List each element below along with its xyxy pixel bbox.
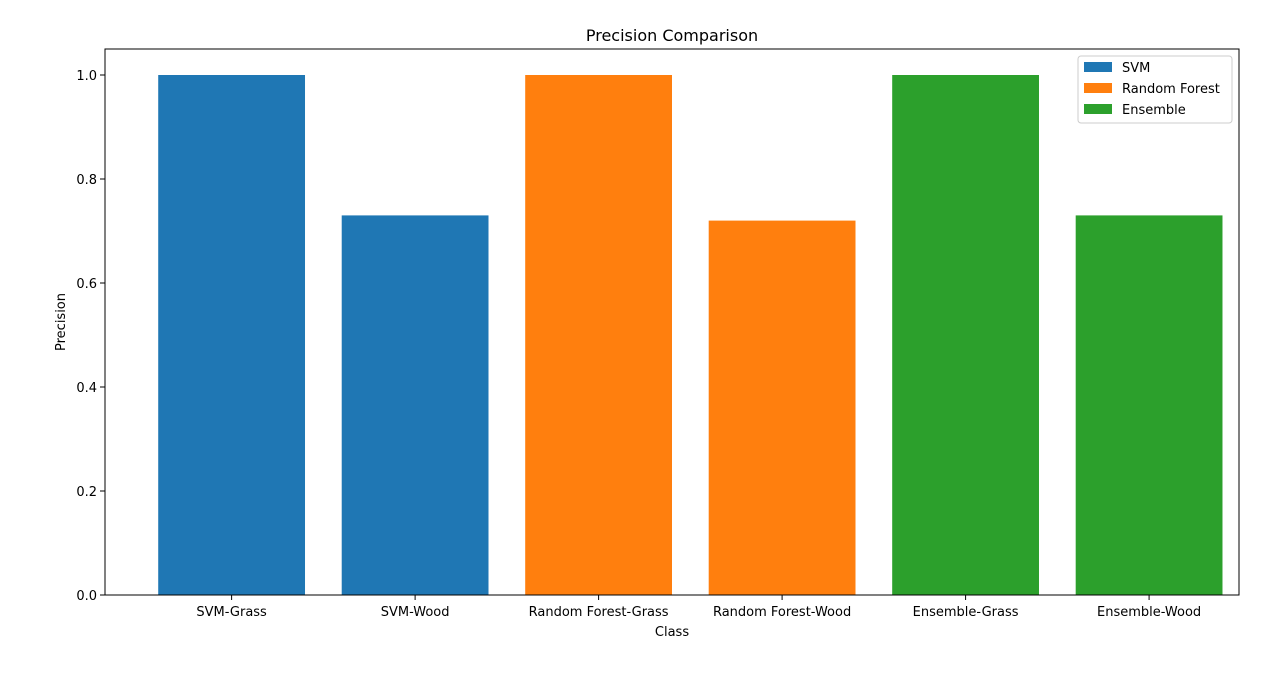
legend-label-svm: SVM	[1122, 61, 1150, 76]
x-tick-label: Random Forest-Grass	[529, 605, 669, 620]
bar-random-forest-grass	[525, 75, 672, 595]
x-tick-label: Ensemble-Wood	[1097, 605, 1201, 620]
x-axis-label: Class	[655, 625, 689, 640]
x-tick-label: Random Forest-Wood	[713, 605, 851, 620]
legend-swatch-random-forest	[1084, 83, 1112, 93]
legend-swatch-svm	[1084, 62, 1112, 72]
y-tick-label: 0.0	[76, 589, 97, 604]
legend-label-random-forest: Random Forest	[1122, 82, 1220, 97]
y-tick-label: 0.8	[76, 173, 97, 188]
y-axis: 0.0 0.2 0.4 0.6 0.8 1.0	[76, 69, 105, 604]
bar-svm-wood	[341, 215, 489, 595]
legend-swatch-ensemble	[1084, 104, 1112, 114]
bar-random-forest-wood	[708, 220, 856, 595]
chart-title: Precision Comparison	[586, 26, 758, 45]
y-tick-label: 0.4	[76, 381, 97, 396]
bars-layer	[158, 75, 1223, 595]
plot-frame	[104, 48, 1240, 596]
x-tick-label: Ensemble-Grass	[913, 605, 1019, 620]
y-tick-label: 1.0	[76, 69, 97, 84]
bar-ensemble-grass	[892, 75, 1039, 595]
y-tick-label: 0.6	[76, 277, 97, 292]
x-axis: SVM-Grass SVM-Wood Random Forest-Grass Rand…	[196, 595, 1201, 620]
legend: SVM Random Forest Ensemble	[1077, 55, 1233, 124]
y-axis-label: Precision	[54, 293, 69, 351]
legend-label-ensemble: Ensemble	[1122, 103, 1186, 118]
x-tick-label: SVM-Grass	[196, 605, 267, 620]
bar-svm-grass	[158, 75, 306, 595]
y-tick-label: 0.2	[76, 485, 97, 500]
legend-box	[1077, 55, 1233, 124]
x-tick-label: SVM-Wood	[381, 605, 450, 620]
bar-ensemble-wood	[1075, 215, 1223, 595]
